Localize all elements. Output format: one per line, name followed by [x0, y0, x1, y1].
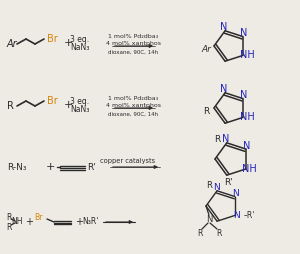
- Text: R: R: [216, 229, 222, 237]
- Text: R: R: [206, 181, 212, 190]
- Text: R: R: [197, 229, 203, 237]
- Text: NH: NH: [242, 164, 257, 174]
- Text: Ar: Ar: [201, 45, 211, 55]
- Text: 1 mol% Pd₂dba₃: 1 mol% Pd₂dba₃: [108, 97, 158, 102]
- Text: +: +: [25, 217, 33, 227]
- Text: N: N: [234, 211, 240, 220]
- Text: N: N: [222, 134, 230, 144]
- Text: 4 mol% xantphos: 4 mol% xantphos: [106, 103, 160, 107]
- Text: Ar: Ar: [7, 39, 18, 49]
- Text: R': R': [87, 163, 95, 171]
- Text: dioxane, 90C, 14h: dioxane, 90C, 14h: [108, 50, 158, 55]
- Text: R: R: [214, 135, 221, 144]
- Text: 1 mol% Pd₂dba₃: 1 mol% Pd₂dba₃: [108, 35, 158, 40]
- Text: Br: Br: [46, 96, 57, 106]
- Text: R: R: [6, 223, 12, 231]
- Text: N: N: [206, 215, 212, 225]
- Text: 3 eq.: 3 eq.: [70, 36, 90, 44]
- Text: copper catalysts: copper catalysts: [100, 158, 156, 164]
- Text: NH: NH: [240, 113, 254, 122]
- Text: N: N: [220, 22, 228, 32]
- Text: N: N: [220, 84, 228, 94]
- Text: R: R: [203, 107, 209, 117]
- Text: NH: NH: [240, 50, 254, 60]
- Text: NaN₃: NaN₃: [70, 42, 90, 52]
- Text: N: N: [240, 28, 247, 38]
- Text: N: N: [213, 183, 219, 192]
- Text: R: R: [7, 101, 14, 111]
- Text: R': R': [224, 178, 233, 187]
- Text: R: R: [6, 213, 12, 221]
- Text: Br: Br: [34, 214, 42, 223]
- Text: N₃R': N₃R': [82, 217, 98, 227]
- Text: N: N: [243, 140, 250, 151]
- Text: NH: NH: [11, 217, 23, 227]
- Text: +: +: [75, 217, 83, 227]
- Text: NaN₃: NaN₃: [70, 104, 90, 114]
- Text: R-N₃: R-N₃: [7, 163, 26, 171]
- Text: +: +: [63, 38, 73, 48]
- Text: dioxane, 90C, 14h: dioxane, 90C, 14h: [108, 112, 158, 117]
- Text: N: N: [240, 90, 247, 100]
- Text: 4 mol% xantphos: 4 mol% xantphos: [106, 40, 160, 45]
- Text: 3 eq.: 3 eq.: [70, 98, 90, 106]
- Text: N: N: [232, 189, 239, 198]
- Text: +: +: [45, 162, 55, 172]
- Text: Br: Br: [46, 34, 57, 44]
- Text: +: +: [63, 100, 73, 110]
- Text: –R': –R': [243, 211, 255, 220]
